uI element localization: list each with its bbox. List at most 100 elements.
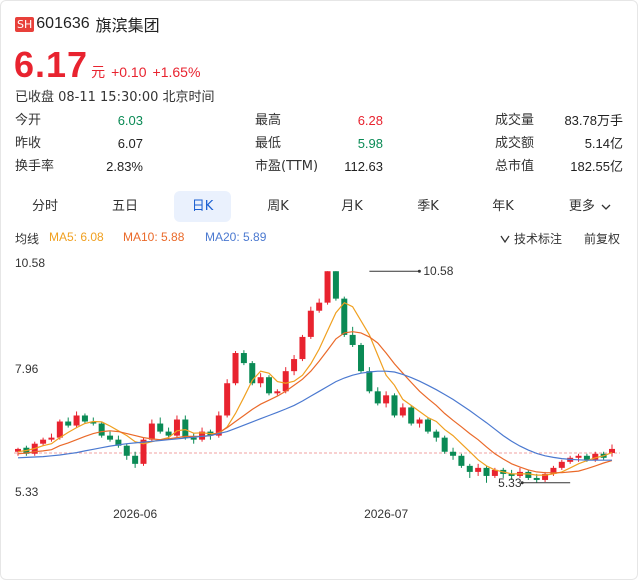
candle: [525, 469, 532, 480]
stat-label-high: 最高: [255, 113, 282, 128]
candle: [433, 429, 440, 442]
candle-body: [199, 431, 206, 440]
candle: [240, 350, 247, 366]
stat-value-turnover-rate: 2.83%: [106, 159, 143, 174]
candle-body: [182, 419, 189, 438]
chevron-down-icon: [601, 204, 611, 210]
stat-label-turnover-rate: 换手率: [15, 159, 55, 174]
y-tick-label: 10.58: [15, 256, 45, 270]
candle: [508, 469, 515, 480]
tab-more[interactable]: 更多: [555, 191, 625, 222]
price-row: 6.17 元 +0.10 +1.65%: [14, 44, 201, 85]
candle-body: [132, 455, 139, 464]
candle-body: [224, 383, 231, 416]
candle-body: [391, 395, 398, 416]
price-change: +0.10: [111, 64, 147, 80]
stock-name: 旗滨集团: [95, 16, 160, 35]
candle: [48, 433, 55, 442]
candle: [182, 415, 189, 440]
candle-body: [441, 437, 448, 452]
x-tick-label: 2026-06: [113, 507, 157, 521]
candle-body: [240, 353, 247, 364]
candle: [115, 435, 122, 448]
candle: [416, 417, 423, 428]
stat-label-prev-close: 昨收: [15, 136, 42, 151]
candle: [282, 367, 289, 394]
tab-yearly-k[interactable]: 年K: [492, 199, 514, 214]
candle-body: [215, 415, 222, 436]
ma10-line: [17, 331, 613, 474]
candle-body: [73, 415, 80, 426]
price-change-percent: +1.65%: [152, 64, 201, 80]
candle-body: [491, 469, 498, 476]
candle: [190, 433, 197, 444]
candle: [316, 298, 323, 313]
candle: [81, 413, 88, 424]
ma20-line: [17, 370, 612, 461]
tab-quarterly-k[interactable]: 季K: [417, 199, 439, 214]
stat-label-open: 今开: [15, 113, 42, 128]
tab-monthly-k[interactable]: 月K: [341, 199, 363, 214]
adjust-mode-button[interactable]: 前复权: [584, 232, 621, 246]
period-tabs: 分时 五日 日K 周K 月K 季K 年K 更多: [15, 191, 625, 222]
candle-body: [416, 419, 423, 424]
candle-body: [291, 359, 298, 372]
candle: [358, 342, 365, 374]
tab-daily-k[interactable]: 日K: [174, 191, 231, 222]
candle: [257, 373, 264, 388]
candle: [199, 427, 206, 442]
stat-value-prev-close: 6.07: [117, 136, 143, 151]
candle-body: [123, 445, 130, 456]
tech-annotation-label: 技术标注: [514, 232, 563, 246]
candle-body: [533, 477, 540, 480]
tech-annotation-toggle[interactable]: 技术标注: [500, 230, 562, 247]
candlestick-series: [15, 271, 615, 483]
x-tick-label: 2026-07: [364, 507, 408, 521]
candle-body: [483, 467, 490, 476]
stats-row: 昨收 6.07 最低 5.98 成交额 5.14亿: [15, 135, 625, 158]
candle-body: [165, 431, 172, 436]
stats-row: 换手率 2.83% 市盈(TTM) 112.63 总市值 182.55亿: [15, 158, 625, 181]
candle: [65, 417, 72, 428]
tab-five-day[interactable]: 五日: [111, 199, 138, 214]
stock-header: SH 601636 旗滨集团: [15, 14, 160, 35]
candle-body: [190, 437, 197, 440]
candle-body: [558, 461, 565, 468]
candle: [307, 306, 314, 339]
tab-intraday[interactable]: 分时: [31, 199, 58, 214]
ma20-value: MA20: 5.89: [205, 230, 267, 244]
candle-body: [148, 423, 155, 440]
candle: [366, 367, 373, 394]
current-price: 6.17: [14, 44, 89, 85]
candle: [73, 411, 80, 428]
candle: [458, 453, 465, 468]
stat-label-market-cap: 总市值: [495, 159, 535, 174]
ma-title[interactable]: 均线: [15, 232, 40, 246]
candle: [424, 417, 431, 434]
candle-body: [140, 439, 147, 464]
candle: [399, 403, 406, 418]
tab-more-label: 更多: [568, 199, 595, 214]
candle: [575, 453, 582, 462]
candle-body: [609, 448, 615, 453]
candle: [224, 379, 231, 418]
candle: [173, 415, 180, 438]
candle-body: [508, 473, 515, 476]
candle: [98, 421, 105, 438]
candle-body: [332, 271, 339, 299]
indicator-legend: 均线 MA5: 6.08 MA10: 5.88 MA20: 5.89 技术标注 …: [15, 230, 625, 246]
candle: [107, 431, 114, 442]
candle-body: [324, 271, 331, 303]
stock-code: 601636: [36, 15, 90, 32]
ma5-line: [17, 301, 613, 476]
stat-label-volume: 成交量: [495, 113, 535, 128]
candle-body: [157, 423, 164, 432]
kline-chart[interactable]: 10.587.965.332026-062026-072026-0810.585…: [0, 250, 638, 530]
candle: [450, 447, 457, 460]
tab-weekly-k[interactable]: 周K: [267, 199, 289, 214]
candle: [483, 465, 490, 483]
stat-value-open: 6.03: [117, 113, 143, 128]
candle: [274, 389, 281, 396]
candle: [383, 391, 390, 408]
exchange-badge: SH: [15, 16, 35, 32]
